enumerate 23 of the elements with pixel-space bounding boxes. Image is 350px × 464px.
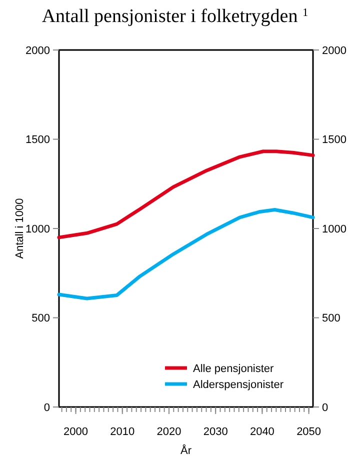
line-series	[57, 150, 315, 240]
y-axis-title: Antall i 1000	[14, 198, 26, 259]
x-tick-label: 2020	[156, 426, 182, 438]
x-tick-label: 2050	[296, 426, 322, 438]
x-tick-label: 2040	[250, 426, 274, 438]
y2-tick-label: 1000	[322, 223, 346, 236]
x-tick-label: 2000	[64, 426, 88, 438]
y-tick-label: 1500	[26, 134, 50, 146]
y2-tick-label: 0	[322, 402, 328, 414]
legend-label: Alle pensjonister	[193, 362, 274, 375]
x-axis-title: År	[180, 444, 192, 457]
y2-tick-label: 2000	[322, 44, 346, 57]
y2-tick-label: 500	[322, 312, 340, 325]
x-tick-label: 2030	[203, 426, 228, 438]
y2-tick-label: 1500	[322, 134, 346, 146]
y-tick-label: 2000	[26, 44, 50, 57]
y-tick-label: 1000	[26, 223, 50, 236]
x-tick-label: 2010	[110, 426, 135, 438]
legend-label: Alderspensjonister	[193, 378, 284, 391]
y-tick-label: 0	[44, 402, 50, 414]
chart-title: Antall pensjonister i folketrygden $^{1}$	[42, 6, 308, 27]
line-series	[57, 208, 315, 300]
y-tick-label: 500	[32, 312, 50, 325]
